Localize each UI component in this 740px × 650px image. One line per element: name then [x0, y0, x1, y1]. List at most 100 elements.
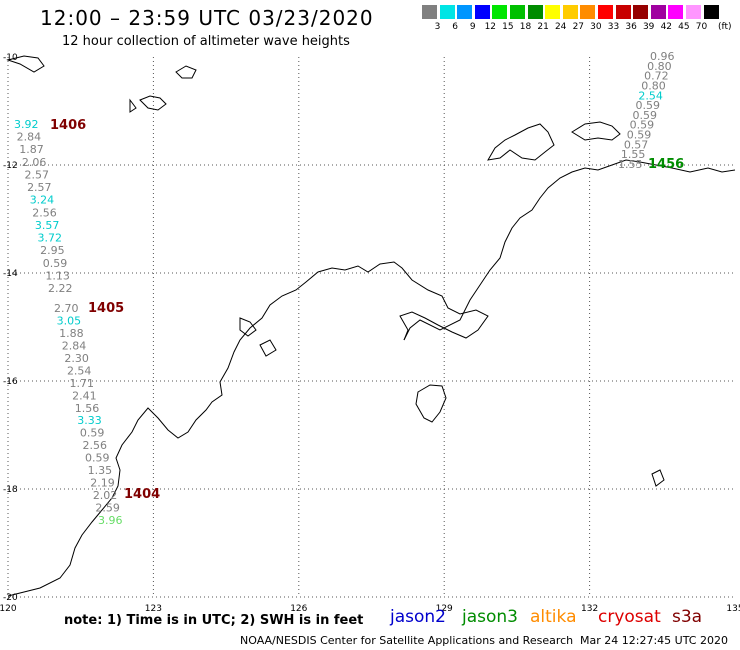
coastline — [6, 55, 736, 597]
generated-timestamp: Mar 24 12:27:45 UTC 2020 — [580, 634, 728, 647]
swh-value: 3.96 — [98, 514, 123, 527]
swh-value: 2.84 — [62, 339, 87, 352]
pass-number: 1456 — [648, 157, 684, 172]
swh-value: 0.96 — [650, 50, 675, 63]
swh-value: 3.92 — [14, 118, 39, 131]
legend-swatch — [545, 5, 561, 19]
legend-label: 18 — [519, 22, 532, 32]
legend-swatch — [580, 5, 596, 19]
satellite-label: jason2 — [390, 607, 446, 627]
legend-label: 12 — [484, 22, 497, 32]
legend-label: 70 — [695, 22, 708, 32]
legend-label: 42 — [660, 22, 673, 32]
coastline-segment — [571, 121, 621, 141]
swh-value: 2.30 — [64, 352, 89, 365]
map-subtitle: 12 hour collection of altimeter wave hei… — [62, 34, 350, 49]
legend-swatch — [562, 5, 578, 19]
legend-label: 6 — [452, 22, 458, 32]
swh-value: 1.87 — [19, 143, 44, 156]
lon-tick-label: 129 — [436, 604, 453, 614]
swh-value: 2.54 — [638, 89, 663, 102]
swh-value: 2.22 — [48, 282, 73, 295]
lat-tick-label: -14 — [3, 269, 18, 279]
swh-value: 3.33 — [77, 414, 102, 427]
coastline-segment — [415, 384, 447, 423]
swh-value: 2.19 — [90, 477, 115, 490]
legend-swatch — [439, 5, 455, 19]
swh-value: 1.88 — [59, 327, 83, 340]
coastline-segment — [651, 469, 665, 487]
swh-value: 2.41 — [72, 389, 97, 402]
lat-tick-label: -16 — [3, 377, 18, 387]
coastline-segment — [129, 98, 137, 113]
legend-unit: (ft) — [718, 22, 732, 32]
swh-value: 2.56 — [32, 206, 57, 219]
satellite-label: jason3 — [462, 607, 518, 627]
swh-value: 0.57 — [624, 138, 649, 151]
legend-swatch — [510, 5, 525, 19]
legend-swatch — [457, 5, 473, 19]
swh-value: 0.59 — [85, 452, 110, 465]
coastline-segment — [139, 95, 167, 111]
swh-value: 0.59 — [43, 257, 67, 270]
legend-swatch — [703, 5, 719, 19]
satellite-label: s3a — [672, 607, 703, 627]
legend-swatch — [668, 5, 684, 19]
swh-value: 2.57 — [24, 168, 49, 181]
legend-swatch — [422, 5, 437, 19]
legend-swatch — [650, 5, 666, 19]
lat-tick-label: -10 — [3, 53, 18, 63]
swh-value: 1.71 — [70, 377, 95, 390]
map-frame — [7, 57, 735, 598]
lon-tick-label: 126 — [290, 604, 307, 614]
wave-height-tracks: 3.922.841.872.062.572.573.242.563.573.72… — [14, 50, 684, 527]
footer-note: note: 1) Time is in UTC; 2) SWH is in fe… — [64, 613, 364, 628]
coastline-segment — [7, 261, 489, 597]
pass-number: 1406 — [50, 118, 86, 133]
legend-swatch — [598, 5, 613, 19]
satellite-label: cryosat — [598, 607, 661, 627]
lat-tick-label: -18 — [3, 485, 18, 495]
legend-label: 45 — [678, 22, 690, 32]
lon-tick-label: 132 — [581, 604, 598, 614]
lon-tick-label: 120 — [0, 604, 17, 614]
swh-value: 0.59 — [633, 109, 658, 122]
swh-value: 3.05 — [57, 314, 82, 327]
swh-value: 0.59 — [635, 99, 660, 112]
swh-value: 2.95 — [40, 244, 65, 257]
swh-value: 0.59 — [630, 119, 655, 132]
pass-number: 1404 — [124, 487, 160, 502]
map-title: 12:00 – 23:59 UTC 03/23/2020 — [40, 6, 374, 30]
legend-swatch — [686, 5, 701, 19]
swh-value: 2.06 — [22, 156, 47, 169]
legend-swatch — [474, 5, 490, 19]
swh-value: 3.57 — [35, 219, 60, 232]
legend-label: 33 — [607, 22, 620, 32]
coastline-segment — [259, 339, 277, 357]
swh-value: 0.59 — [627, 129, 652, 142]
legend-label: 3 — [434, 22, 441, 32]
legend-label: 21 — [537, 22, 549, 32]
swh-value: 1.35 — [88, 464, 113, 477]
coastline-segment — [6, 55, 45, 73]
swh-value: 3.72 — [38, 232, 63, 245]
pass-number: 1405 — [88, 301, 124, 316]
frame-edge — [7, 57, 735, 598]
credit-line: NOAA/NESDIS Center for Satellite Applica… — [240, 634, 574, 647]
satellite-label: altika — [530, 607, 577, 627]
swh-value: 0.59 — [80, 427, 105, 440]
swh-value: 0.72 — [644, 70, 669, 83]
lon-tick-label: 123 — [145, 604, 162, 614]
swh-value: 2.02 — [93, 489, 118, 502]
coastline-segment — [239, 317, 257, 337]
lat-tick-label: -12 — [3, 161, 18, 171]
swh-value: 1.13 — [45, 269, 69, 282]
swh-value: 3.24 — [30, 194, 54, 207]
coastline-segment — [175, 65, 197, 79]
legend-swatch — [492, 5, 508, 19]
swh-value: 1.55 — [618, 158, 643, 171]
legend-label: 27 — [572, 22, 585, 32]
swh-value: 1.56 — [75, 402, 100, 415]
swh-value: 2.57 — [27, 181, 52, 194]
